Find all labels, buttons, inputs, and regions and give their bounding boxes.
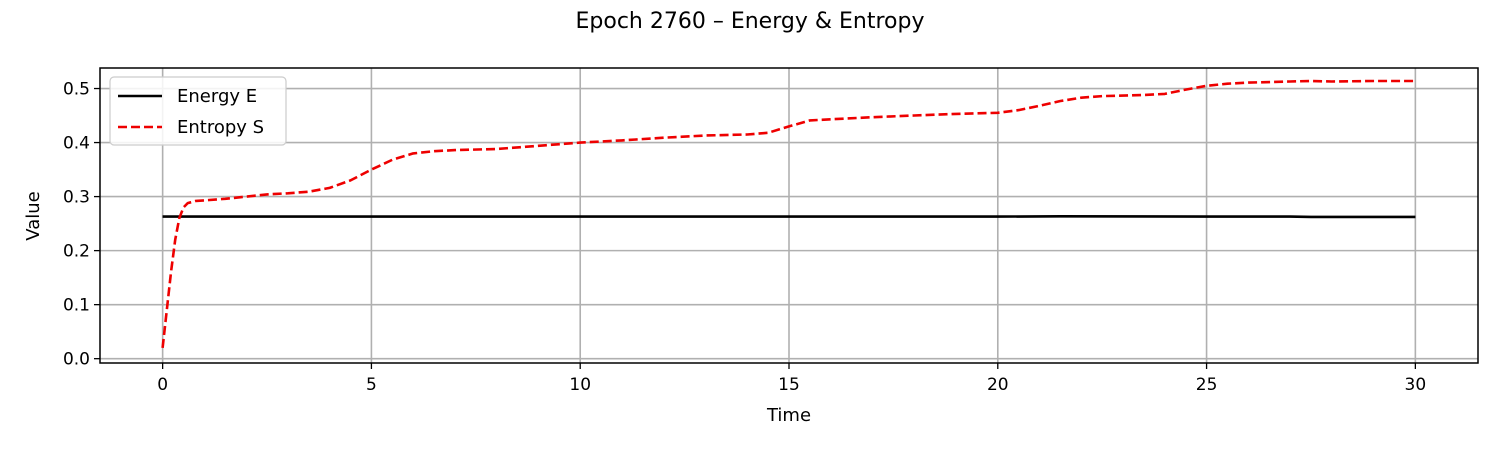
- y-tick-label: 0.2: [63, 242, 90, 262]
- y-axis-label: Value: [23, 191, 44, 240]
- x-axis-label: Time: [766, 405, 811, 426]
- legend-label: Energy E: [177, 86, 257, 107]
- y-tick-label: 0.4: [63, 134, 90, 154]
- x-tick-label: 25: [1196, 375, 1218, 395]
- x-tick-label: 20: [987, 375, 1009, 395]
- series-layer: [161, 79, 1416, 349]
- x-tick-label: 10: [569, 375, 591, 395]
- x-tick-label: 30: [1405, 375, 1427, 395]
- grid: [100, 68, 1478, 363]
- y-tick-label: 0.1: [63, 296, 90, 316]
- series-line-entropy: [161, 79, 1416, 349]
- series-line-energy: [162, 215, 1416, 219]
- y-tick-label: 0.0: [63, 350, 90, 370]
- legend-box: [109, 76, 287, 146]
- legend: Energy E Entropy S: [109, 76, 287, 146]
- y-tick-label: 0.3: [63, 188, 90, 208]
- x-tick-label: 15: [778, 375, 800, 395]
- y-axis-ticks: 0.0 0.1 0.2 0.3 0.4 0.5: [63, 80, 100, 370]
- chart-title: Epoch 2760 – Energy & Entropy: [576, 9, 925, 34]
- x-axis-ticks: 0 5 10 15 20 25 30: [157, 363, 1426, 395]
- x-tick-label: 0: [157, 375, 168, 395]
- y-tick-label: 0.5: [63, 80, 90, 100]
- legend-label: Entropy S: [177, 117, 264, 138]
- x-tick-label: 5: [366, 375, 377, 395]
